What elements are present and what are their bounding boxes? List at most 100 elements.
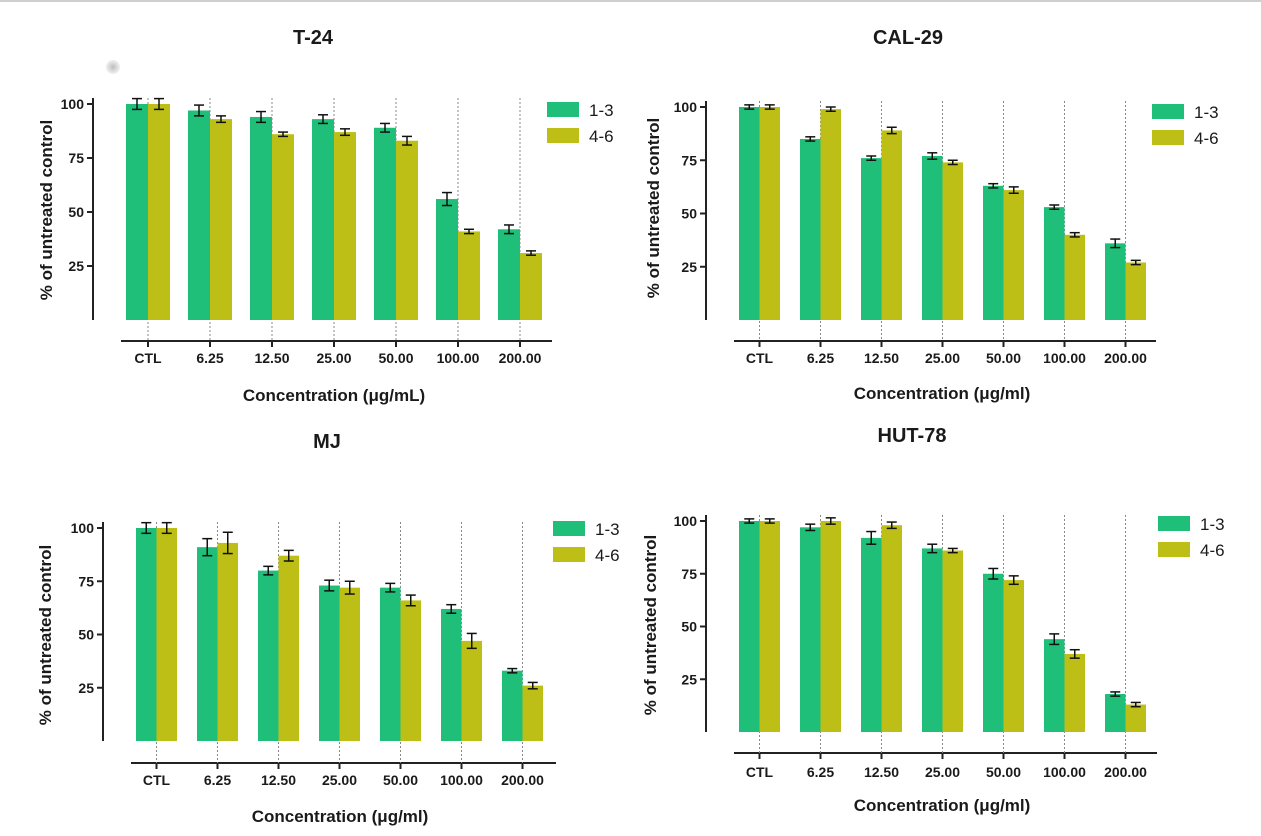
y-tick-label: 25 [78, 680, 94, 696]
bar-1-3-12.50 [861, 537, 882, 732]
chart-hut-78: HUT-78 25 50 75 100 % of untreated control CTL… [641, 425, 1225, 815]
y-tick-label: 100 [71, 520, 95, 536]
bar-1-3-6.25 [800, 138, 821, 320]
x-tick-label: 200.00 [499, 350, 542, 366]
bar-4-6-25.00 [942, 550, 963, 732]
x-tick-label: 50.00 [986, 764, 1021, 780]
y-axis-title: % of untreated control [644, 118, 663, 298]
x-tick-label: 6.25 [204, 772, 231, 788]
x-tick-label: 200.00 [1104, 764, 1147, 780]
chart-mj: MJ 25 50 75 100 % of untreated control CTL 6.25… [36, 431, 620, 826]
x-tick-label: 25.00 [925, 764, 960, 780]
x-tick-label: 6.25 [807, 764, 834, 780]
x-tick-label: 25.00 [322, 772, 357, 788]
y-tick-label: 100 [674, 99, 698, 115]
x-tick-label: 12.50 [864, 350, 899, 366]
bar-1-3-100.00 [1044, 639, 1065, 732]
x-axis-title: Concentration (μg/ml) [854, 384, 1031, 403]
bar-4-6-6.25 [820, 521, 841, 732]
bar-4-6-CTL [148, 104, 170, 320]
bar-4-6-50.00 [396, 140, 418, 320]
legend-swatch-4-6 [547, 128, 579, 143]
bar-4-6-100.00 [1064, 653, 1085, 732]
bar-4-6-12.50 [881, 130, 902, 320]
legend-swatch-1-3 [547, 102, 579, 117]
legend-label-4-6: 4-6 [595, 546, 620, 565]
legend-swatch-4-6 [1152, 130, 1184, 145]
y-axis-title: % of untreated control [36, 545, 55, 725]
x-tick-label: 100.00 [1043, 350, 1086, 366]
x-tick-label: CTL [746, 764, 774, 780]
x-tick-label: 100.00 [437, 350, 480, 366]
x-tick-label: 25.00 [925, 350, 960, 366]
chart-title: MJ [313, 431, 341, 453]
bar-1-3-200.00 [1105, 694, 1126, 732]
bar-1-3-200.00 [502, 670, 523, 741]
bar-4-6-50.00 [400, 600, 421, 741]
bar-4-6-100.00 [1064, 234, 1085, 320]
legend-label-1-3: 1-3 [1200, 515, 1225, 534]
bar-4-6-25.00 [339, 587, 360, 741]
y-tick-label: 50 [681, 206, 697, 222]
bar-1-3-100.00 [1044, 207, 1065, 320]
legend-swatch-4-6 [1158, 542, 1190, 557]
bar-4-6-25.00 [334, 132, 356, 320]
x-tick-label: CTL [134, 350, 162, 366]
bar-1-3-25.00 [922, 548, 943, 732]
bar-1-3-6.25 [800, 527, 821, 732]
bar-1-3-50.00 [374, 127, 396, 320]
bar-1-3-12.50 [250, 116, 272, 321]
bar-4-6-100.00 [458, 231, 480, 320]
legend-label-4-6: 4-6 [1200, 541, 1225, 560]
y-tick-label: 75 [681, 566, 697, 582]
x-tick-label: 50.00 [383, 772, 418, 788]
chart-cal-29: CAL-29 25 50 75 100 % of untreated control CTL… [644, 27, 1219, 403]
bar-1-3-25.00 [319, 585, 340, 741]
bar-4-6-50.00 [1003, 580, 1024, 732]
bar-4-6-200.00 [1125, 262, 1146, 320]
y-tick-label: 100 [61, 96, 85, 112]
bar-1-3-CTL [739, 107, 760, 320]
legend-label-1-3: 1-3 [1194, 103, 1219, 122]
bar-4-6-200.00 [522, 685, 543, 741]
x-axis-title: Concentration (μg/mL) [243, 386, 425, 405]
x-tick-label: 200.00 [1104, 350, 1147, 366]
legend-swatch-1-3 [1152, 104, 1184, 119]
x-tick-label: 12.50 [864, 764, 899, 780]
y-tick-label: 25 [68, 258, 84, 274]
legend-label-4-6: 4-6 [1194, 129, 1219, 148]
bar-4-6-200.00 [520, 253, 542, 320]
bar-1-3-CTL [126, 104, 148, 320]
bar-1-3-200.00 [498, 229, 520, 320]
smudge-mark [106, 60, 120, 74]
bar-4-6-12.50 [272, 134, 294, 320]
bar-4-6-6.25 [820, 109, 841, 320]
y-tick-label: 50 [78, 627, 94, 643]
bar-1-3-100.00 [436, 199, 458, 320]
bar-4-6-25.00 [942, 162, 963, 320]
x-tick-label: 12.50 [261, 772, 296, 788]
legend-swatch-4-6 [553, 547, 585, 562]
y-tick-label: 100 [674, 513, 698, 529]
legend-label-4-6: 4-6 [589, 127, 614, 146]
bar-1-3-6.25 [188, 110, 210, 320]
x-tick-label: 6.25 [807, 350, 834, 366]
bar-1-3-CTL [136, 528, 157, 741]
chart-title: T-24 [293, 27, 334, 49]
y-tick-label: 75 [681, 152, 697, 168]
x-tick-label: 6.25 [196, 350, 223, 366]
y-tick-label: 75 [78, 573, 94, 589]
legend-swatch-1-3 [1158, 516, 1190, 531]
bar-4-6-12.50 [881, 525, 902, 732]
chart-t-24: T-24 25 50 75 100 % of untreated control CTL 6.… [37, 27, 614, 405]
legend-swatch-1-3 [553, 521, 585, 536]
bar-1-3-6.25 [197, 547, 218, 741]
x-tick-label: 100.00 [440, 772, 483, 788]
bar-1-3-50.00 [983, 573, 1004, 732]
x-tick-label: 50.00 [986, 350, 1021, 366]
y-axis-title: % of untreated control [37, 120, 56, 300]
bar-1-3-25.00 [922, 155, 943, 320]
bar-1-3-200.00 [1105, 243, 1126, 320]
bar-4-6-100.00 [461, 640, 482, 741]
